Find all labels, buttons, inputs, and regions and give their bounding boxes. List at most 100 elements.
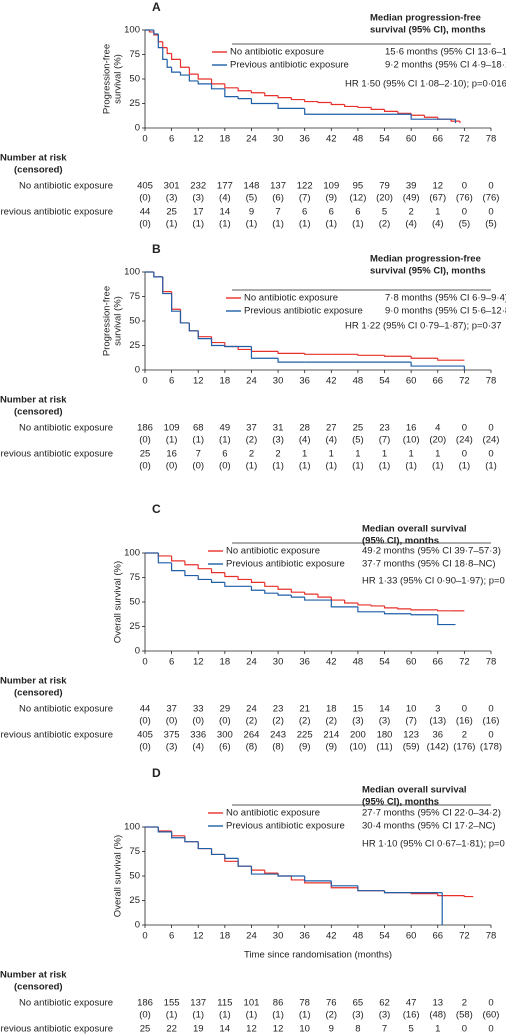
- censored-count: (5): [352, 435, 364, 446]
- risk-count: 5: [409, 1024, 414, 1035]
- censored-count: (20): [429, 435, 446, 446]
- x-tick-label: 60: [406, 657, 417, 668]
- x-tick-label: 24: [246, 134, 257, 145]
- y-tick-label: 0: [135, 646, 140, 657]
- risk-count: 31: [273, 423, 284, 434]
- x-tick-label: 54: [379, 134, 390, 145]
- risk-count: 25: [353, 423, 364, 434]
- risk-count: 0: [462, 207, 467, 218]
- risk-count: 25: [140, 1024, 151, 1035]
- x-tick-label: 6: [169, 376, 174, 387]
- y-tick-label: 75: [129, 846, 140, 857]
- survival-step: [197, 74, 212, 80]
- risk-count: 1: [302, 449, 307, 460]
- y-tick-label: 0: [135, 365, 140, 376]
- censored-count: (2): [246, 435, 258, 446]
- x-tick-label: 24: [246, 931, 257, 942]
- censored-count: (1): [192, 219, 204, 230]
- legend-label: Previous antibiotic exposure: [244, 306, 363, 317]
- risk-count: 109: [164, 423, 180, 434]
- survival-step: [224, 83, 239, 89]
- x-tick-label: 12: [193, 376, 204, 387]
- survival-step: [224, 854, 239, 859]
- survival-step: [437, 609, 452, 612]
- survival-step: [330, 102, 345, 106]
- risk-count: 37: [246, 423, 257, 434]
- survival-step: [224, 345, 252, 348]
- x-tick-label: 18: [220, 657, 231, 668]
- survival-step: [357, 106, 372, 109]
- survival-step: [153, 272, 163, 278]
- risk-title: Number at risk: [0, 676, 67, 687]
- censored-count: (142): [427, 742, 449, 753]
- censored-count: (24): [483, 435, 500, 446]
- x-tick-label: 36: [299, 376, 310, 387]
- survival-step: [410, 608, 425, 611]
- censored-count: (9): [325, 193, 337, 204]
- survival-step: [153, 30, 159, 35]
- survival-step: [197, 575, 212, 581]
- legend-title: Median overall survival: [362, 785, 467, 796]
- survival-step: [277, 586, 292, 590]
- censored-count: (1): [166, 1010, 178, 1021]
- risk-count: 122: [297, 181, 313, 192]
- x-tick-label: 72: [459, 134, 470, 145]
- risk-count: 6: [329, 207, 334, 218]
- risk-count: 137: [190, 998, 206, 1009]
- risk-count: 0: [488, 704, 493, 715]
- y-tick-label: 100: [124, 548, 140, 559]
- censored-count: (0): [139, 219, 151, 230]
- survival-step: [210, 568, 225, 574]
- y-axis-label: survival (%): [113, 296, 124, 346]
- censored-count: (12): [349, 193, 366, 204]
- y-axis-label: Progression-free: [102, 44, 113, 114]
- censored-count: (3): [379, 1010, 391, 1021]
- survival-step: [383, 109, 398, 112]
- y-tick-label: 100: [124, 267, 140, 278]
- censored-count: (48): [429, 1010, 446, 1021]
- censored-count: (1): [299, 219, 311, 230]
- y-tick-label: 50: [129, 871, 140, 882]
- censored-count: (7): [379, 435, 391, 446]
- median-label: 30·4 months (95% CI 17·2–NC): [362, 821, 496, 832]
- censored-count: (3): [166, 742, 178, 753]
- survival-step: [410, 113, 425, 116]
- x-tick-label: 54: [379, 376, 390, 387]
- survival-step: [197, 330, 212, 338]
- risk-count: 14: [220, 1024, 231, 1035]
- survival-step: [264, 582, 279, 587]
- censored-count: (0): [166, 716, 178, 727]
- risk-count: 6: [355, 207, 360, 218]
- censored-count: (3): [352, 1010, 364, 1021]
- risk-count: 0: [462, 1024, 467, 1035]
- risk-count: 1: [435, 449, 440, 460]
- censored-count: (4): [325, 435, 337, 446]
- x-tick-label: 48: [353, 134, 364, 145]
- survival-step: [437, 358, 465, 361]
- median-label: 27·7 months (95% CI 22·0–34·2): [362, 808, 501, 819]
- x-tick-label: 36: [299, 134, 310, 145]
- survival-step: [277, 95, 292, 99]
- censored-count: (1): [379, 461, 391, 472]
- risk-count: 79: [379, 181, 390, 192]
- x-tick-label: 18: [220, 931, 231, 942]
- risk-count: 76: [326, 998, 337, 1009]
- risk-count: 1: [382, 449, 387, 460]
- censored-count: (5): [246, 193, 258, 204]
- risk-count: 148: [244, 181, 260, 192]
- censored-count: (1): [459, 461, 471, 472]
- legend-label: Previous antibiotic exposure: [226, 821, 345, 832]
- censored-count: (11): [376, 742, 392, 753]
- censored-count: (16): [403, 1010, 420, 1021]
- censored-count: (2): [246, 716, 258, 727]
- survival-step: [410, 613, 438, 616]
- x-tick-label: 18: [220, 134, 231, 145]
- risk-row-name: Previous antibiotic exposure: [0, 730, 113, 741]
- legend-title: (95% CI), months: [362, 536, 439, 547]
- y-tick-label: 50: [129, 316, 140, 327]
- survival-step: [330, 600, 358, 608]
- risk-count: 200: [350, 730, 366, 741]
- survival-step: [179, 309, 190, 324]
- survival-step: [317, 594, 332, 598]
